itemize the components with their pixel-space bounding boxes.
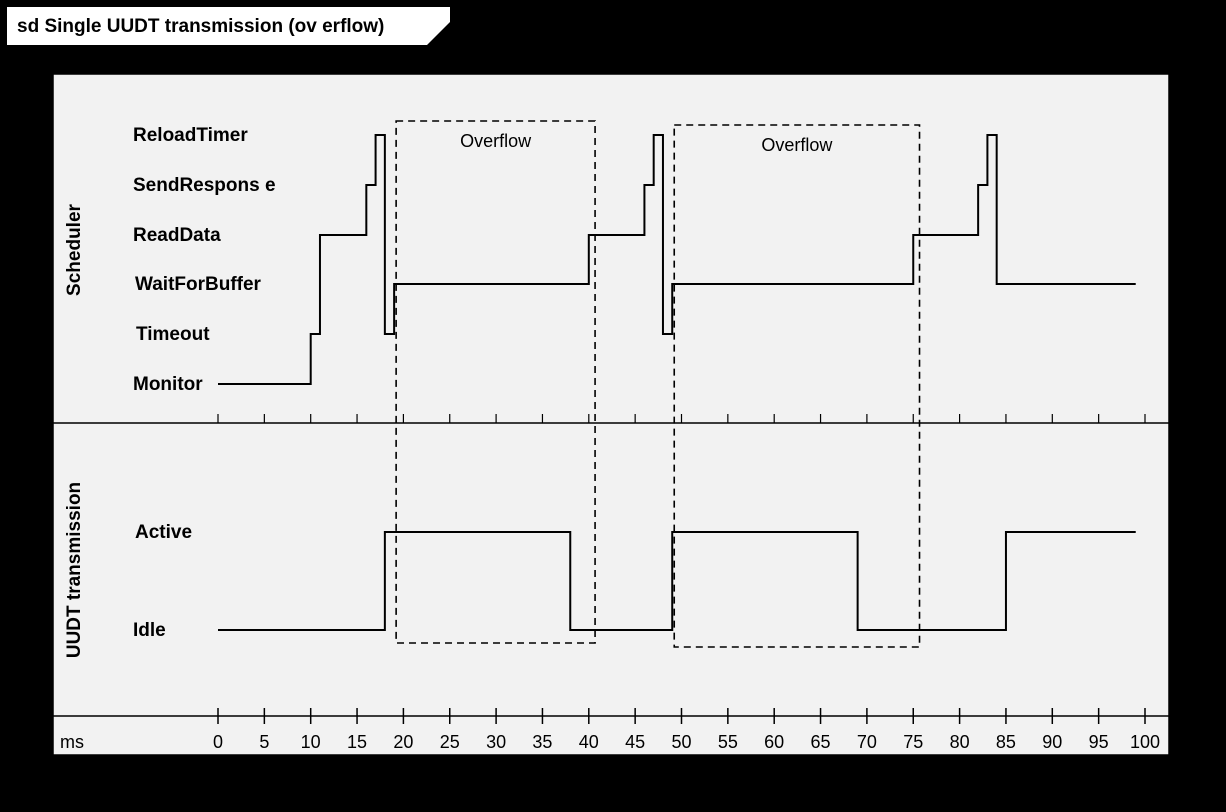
axis-tick-label: 95: [1089, 732, 1109, 752]
state-label-waitforbuffer: WaitForBuffer: [135, 274, 262, 295]
axis-unit-label: ms: [60, 732, 84, 752]
axis-tick-label: 20: [393, 732, 413, 752]
axis-tick-label: 25: [440, 732, 460, 752]
axis-tick-label: 30: [486, 732, 506, 752]
axis-tick-label: 75: [903, 732, 923, 752]
axis-tick-label: 35: [532, 732, 552, 752]
axis-tick-label: 40: [579, 732, 599, 752]
axis-tick-label: 5: [259, 732, 269, 752]
uudt-timeline: [218, 531, 1136, 631]
state-label-monitor: Monitor: [133, 374, 203, 395]
state-label-reloadtimer: ReloadTimer: [133, 125, 248, 146]
axis-tick-label: 100: [1130, 732, 1160, 752]
title-tab-shape: [7, 7, 450, 45]
frame-title-tab: sd Single UUDT transmission (ov erflow): [7, 7, 450, 45]
axis-tick-label: 85: [996, 732, 1016, 752]
state-label-idle: Idle: [133, 620, 166, 641]
uudt-state-labels: Active Idle: [133, 522, 192, 641]
axis-tick-label: 45: [625, 732, 645, 752]
axis-tick-label: 10: [301, 732, 321, 752]
frame-title: sd Single UUDT transmission (ov erflow): [17, 16, 384, 37]
axis-tick-label: 0: [213, 732, 223, 752]
lane-name-scheduler: Scheduler: [64, 203, 85, 295]
axis-tick-label: 15: [347, 732, 367, 752]
axis-tick-label: 60: [764, 732, 784, 752]
diagram-panel: [52, 73, 1170, 756]
scheduler-state-labels: ReloadTimer SendRespons e ReadData WaitF…: [133, 125, 276, 395]
scheduler-timeline: [218, 134, 1136, 385]
axis-tick-label: 55: [718, 732, 738, 752]
time-axis: 0 5 10 15 20 25 30 35 40 45 50 55 60 65 70 75 80 85 90 95 10…: [213, 708, 1160, 752]
axis-tick-label: 65: [811, 732, 831, 752]
uudt-state-line: [218, 531, 1136, 631]
overflow-fragments: Overflow Overflow: [395, 120, 921, 648]
state-label-readdata: ReadData: [133, 225, 221, 246]
overflow-fragment-box: [395, 120, 596, 644]
lane-name-uudt: UUDT transmission: [64, 482, 85, 658]
state-label-timeout: Timeout: [136, 324, 210, 345]
scheduler-tick-marks: [217, 414, 1146, 423]
axis-tick-label: 80: [950, 732, 970, 752]
state-label-sendresponse: SendRespons e: [133, 175, 276, 196]
overflow-fragment-label: Overflow: [761, 135, 833, 155]
scheduler-state-line: [218, 134, 1136, 385]
axis-tick-label: 90: [1042, 732, 1062, 752]
state-label-active: Active: [135, 522, 192, 543]
overflow-fragment-label: Overflow: [460, 131, 532, 151]
overflow-fragment-box: [673, 124, 921, 648]
axis-tick-label: 50: [671, 732, 691, 752]
axis-tick-label: 70: [857, 732, 877, 752]
